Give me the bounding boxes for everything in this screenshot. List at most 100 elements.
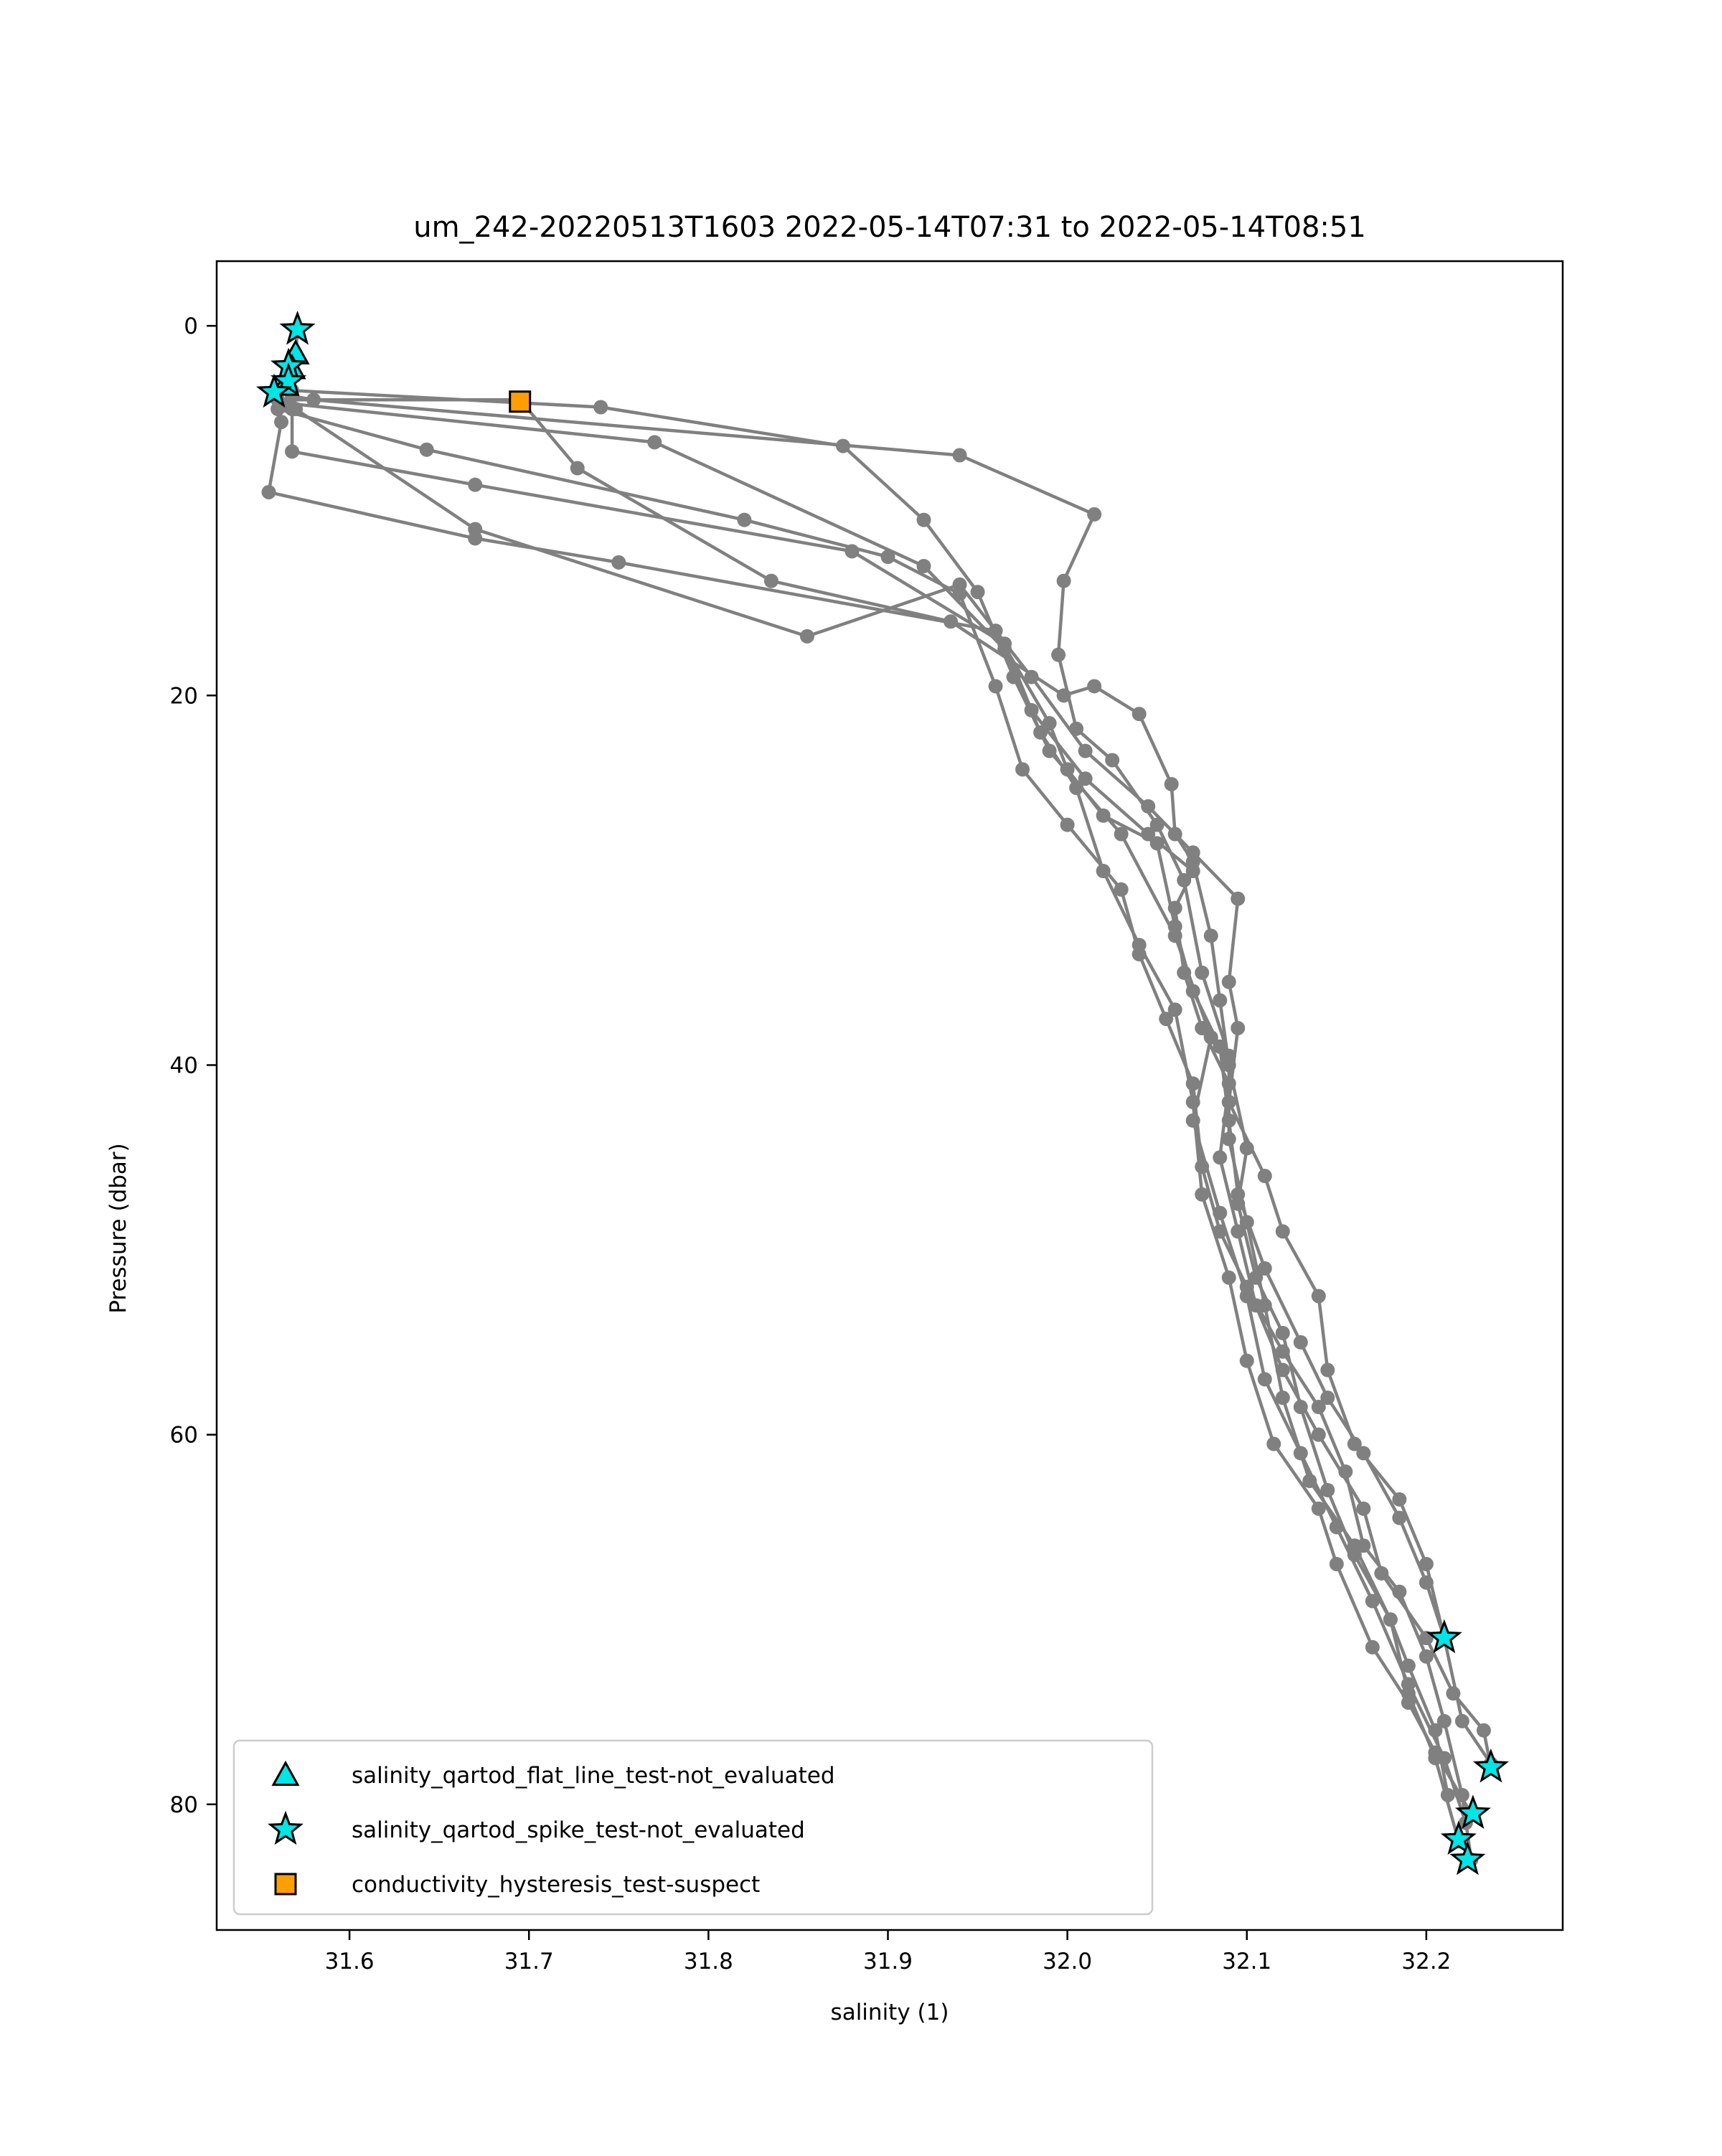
profile-point <box>261 484 276 499</box>
profile-point <box>1293 1446 1308 1461</box>
profile-point <box>1060 817 1075 832</box>
profile-line-up-2 <box>267 395 1492 1765</box>
profile-point <box>468 477 483 492</box>
x-tick-label: 32.1 <box>1222 1949 1271 1974</box>
profile-point <box>1320 1390 1335 1406</box>
profile-point <box>288 402 304 417</box>
profile-point <box>916 559 931 574</box>
profile-point <box>952 448 967 463</box>
profile-point <box>1275 1344 1290 1359</box>
profile-point <box>1203 928 1218 943</box>
star-flag-marker <box>1454 1794 1491 1829</box>
profile-point <box>1302 1474 1317 1489</box>
profile-point <box>1374 1566 1389 1581</box>
x-tick-label: 31.7 <box>504 1949 554 1974</box>
profile-point <box>1185 1095 1200 1110</box>
profile-point <box>1159 1012 1174 1027</box>
x-tick-label: 32.2 <box>1401 1949 1451 1974</box>
profile-point <box>1149 817 1165 832</box>
y-tick-label: 0 <box>184 314 198 339</box>
profile-point <box>1293 1334 1308 1350</box>
x-tick-label: 31.9 <box>863 1949 913 1974</box>
profile-point <box>1320 1482 1335 1497</box>
profile-point <box>988 679 1003 694</box>
profile-point <box>1365 1639 1380 1654</box>
profile-point <box>1239 1141 1254 1156</box>
profile-point <box>1392 1584 1407 1599</box>
profile-point <box>611 555 626 570</box>
profile-point <box>1329 1556 1344 1571</box>
profile-point <box>1347 1436 1362 1451</box>
profile-point <box>1087 507 1102 522</box>
profile-point <box>1042 715 1057 730</box>
profile-point <box>1231 891 1246 906</box>
profile-point <box>1311 1400 1326 1415</box>
profile-point <box>1051 647 1066 662</box>
profile-point <box>285 444 300 459</box>
legend-star-icon <box>268 1810 304 1845</box>
profile-point <box>1185 984 1200 999</box>
profile-point <box>1275 1224 1290 1239</box>
star-flag-marker <box>1472 1748 1509 1783</box>
profile-point <box>1356 1538 1371 1553</box>
y-tick-label: 60 <box>170 1423 198 1449</box>
profile-point <box>1033 725 1048 740</box>
y-axis-label: Pressure (dbar) <box>105 1143 131 1314</box>
profile-point <box>1401 1658 1416 1673</box>
profile-point <box>1231 1196 1246 1211</box>
profile-point <box>944 614 959 629</box>
profile-point <box>1383 1612 1398 1627</box>
profile-point <box>1114 882 1129 897</box>
profile-point <box>570 461 585 476</box>
star-flag-marker <box>279 311 316 345</box>
profile-point <box>988 623 1003 639</box>
profile-point <box>306 392 321 408</box>
profile-point <box>1428 1751 1443 1766</box>
profile-point <box>1167 827 1182 842</box>
profile-point <box>1311 1427 1326 1442</box>
profile-point <box>1257 1169 1272 1184</box>
profile-point <box>1311 1289 1326 1304</box>
profile-point <box>737 512 752 527</box>
profile-point <box>1257 1372 1272 1387</box>
profile-point <box>1195 965 1210 980</box>
profile-point <box>1177 872 1192 888</box>
x-tick-label: 32.0 <box>1043 1949 1092 1974</box>
profile-point <box>1069 721 1084 736</box>
profile-point <box>1293 1400 1308 1415</box>
profile-point <box>763 573 778 588</box>
profile-point <box>1320 1362 1335 1378</box>
profile-point <box>1356 1501 1371 1516</box>
profile-point <box>1221 1270 1236 1285</box>
profile-point <box>1446 1686 1461 1701</box>
profile-point <box>880 550 895 565</box>
profile-point <box>1221 1131 1236 1147</box>
chart-title: um_242-20220513T1603 2022-05-14T07:31 to… <box>413 211 1366 244</box>
legend-triangle-icon <box>271 1760 300 1787</box>
profile-point <box>1418 1575 1434 1590</box>
profile-point <box>1257 1298 1272 1313</box>
profile-point <box>647 435 662 450</box>
profile-point <box>1096 808 1111 823</box>
profile-point <box>1221 1058 1236 1073</box>
profile-point <box>1015 762 1030 777</box>
profile-point <box>1392 1492 1407 1507</box>
profile-point <box>1248 1270 1264 1285</box>
profile-point <box>1418 1556 1434 1571</box>
legend-entry-label: conductivity_hysteresis_test-suspect <box>352 1872 760 1898</box>
profile-point <box>1231 1224 1246 1239</box>
profile-point <box>1454 1787 1469 1802</box>
legend-square-icon <box>274 1873 297 1896</box>
plot-frame <box>215 260 1564 1931</box>
legend-entry-label: salinity_qartod_flat_line_test-not_evalu… <box>352 1763 835 1789</box>
profile-point <box>1275 1325 1290 1340</box>
profile-point <box>593 400 608 415</box>
profile-point <box>1347 1548 1362 1563</box>
profile-point <box>1213 1150 1228 1165</box>
profile-point <box>1213 993 1228 1008</box>
profile-point <box>1167 919 1182 934</box>
profile-line-down-3 <box>291 394 1461 1842</box>
profile-point <box>1239 1279 1254 1294</box>
profile-point <box>1311 1501 1326 1516</box>
